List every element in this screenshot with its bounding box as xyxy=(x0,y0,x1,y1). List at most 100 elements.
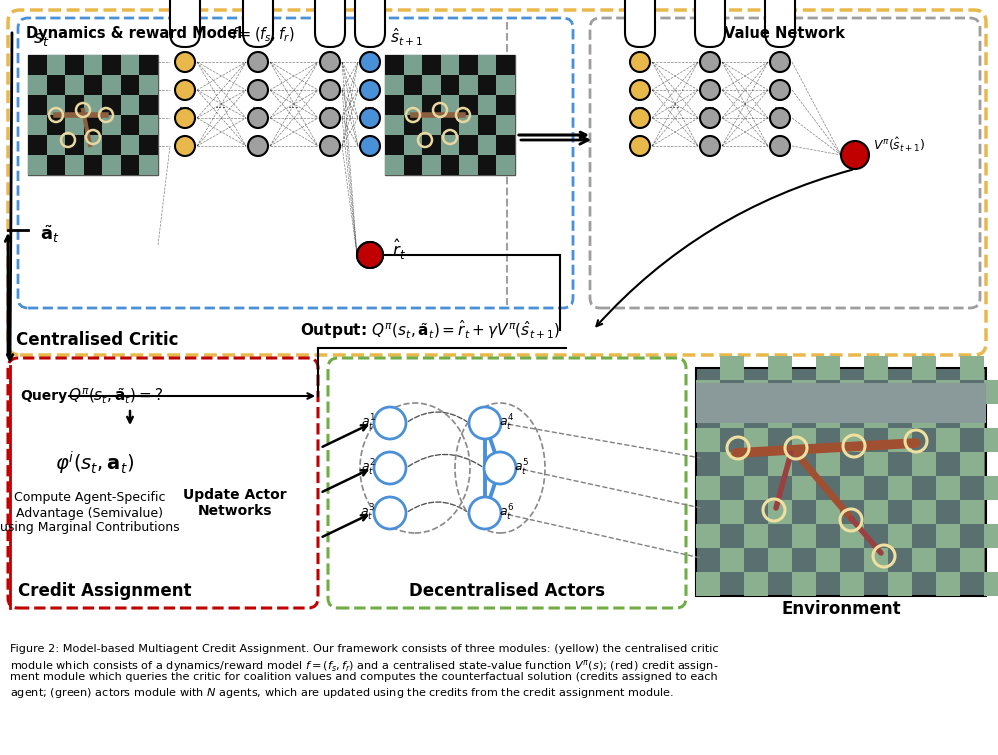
Bar xyxy=(768,452,792,476)
Text: ...: ... xyxy=(288,97,300,110)
Bar xyxy=(960,452,984,476)
Circle shape xyxy=(374,452,406,484)
Text: Query: Query xyxy=(20,389,67,403)
Bar xyxy=(385,55,515,175)
Circle shape xyxy=(700,136,720,156)
Bar xyxy=(140,155,158,175)
Circle shape xyxy=(469,497,501,529)
Bar xyxy=(792,428,816,452)
FancyBboxPatch shape xyxy=(625,0,655,47)
Text: $a_t^4$: $a_t^4$ xyxy=(499,413,515,433)
Bar xyxy=(28,95,47,115)
Circle shape xyxy=(360,52,380,72)
Bar xyxy=(385,55,403,75)
Text: $\varphi^i(s_t, \mathbf{a}_t)$: $\varphi^i(s_t, \mathbf{a}_t)$ xyxy=(55,449,134,476)
Text: $f = (f_s, f_r)$: $f = (f_s, f_r)$ xyxy=(231,26,294,45)
Bar xyxy=(864,404,888,428)
Bar xyxy=(912,500,936,524)
Bar xyxy=(912,548,936,572)
Bar xyxy=(65,115,84,135)
Text: ...: ... xyxy=(634,97,646,110)
Text: $\tilde{\mathbf{a}}_t$: $\tilde{\mathbf{a}}_t$ xyxy=(40,223,60,245)
Bar xyxy=(744,572,768,596)
Bar xyxy=(441,75,459,95)
Circle shape xyxy=(374,497,406,529)
Text: Output: $Q^{\pi}(s_t, \tilde{\mathbf{a}}_t) = \hat{r}_t + \gamma V^{\pi}(\hat{s}: Output: $Q^{\pi}(s_t, \tilde{\mathbf{a}}… xyxy=(300,319,560,341)
Text: $V^{\pi}(\hat{s}_{t+1})$: $V^{\pi}(\hat{s}_{t+1})$ xyxy=(873,136,925,154)
FancyBboxPatch shape xyxy=(765,0,795,47)
Bar xyxy=(696,380,720,404)
Bar xyxy=(385,155,403,175)
Bar xyxy=(888,524,912,548)
Bar xyxy=(696,383,986,423)
Bar xyxy=(984,572,998,596)
Bar xyxy=(47,55,65,75)
Bar xyxy=(441,95,459,115)
Circle shape xyxy=(700,108,720,128)
Bar xyxy=(936,476,960,500)
Text: ...: ... xyxy=(669,97,681,110)
Bar xyxy=(936,428,960,452)
Text: Value Network: Value Network xyxy=(725,26,845,41)
Bar xyxy=(47,155,65,175)
Bar xyxy=(84,95,102,115)
Bar xyxy=(912,452,936,476)
Bar xyxy=(385,95,403,115)
Text: $a_t^1$: $a_t^1$ xyxy=(360,413,375,433)
Bar xyxy=(140,55,158,75)
Bar xyxy=(28,75,47,95)
Bar xyxy=(744,428,768,452)
Bar xyxy=(121,95,140,115)
Bar xyxy=(696,476,720,500)
Bar xyxy=(720,404,744,428)
Circle shape xyxy=(770,80,790,100)
Bar xyxy=(816,548,840,572)
Circle shape xyxy=(320,52,340,72)
Text: Dynamics & reward Model: Dynamics & reward Model xyxy=(26,26,243,41)
Circle shape xyxy=(320,136,340,156)
Bar xyxy=(140,115,158,135)
Bar xyxy=(102,55,121,75)
Bar xyxy=(140,75,158,95)
Bar xyxy=(422,55,441,75)
FancyBboxPatch shape xyxy=(695,0,725,47)
Bar xyxy=(816,452,840,476)
Bar xyxy=(28,55,158,175)
Circle shape xyxy=(357,242,383,268)
Circle shape xyxy=(360,80,380,100)
Bar xyxy=(984,428,998,452)
Text: agent; (green) actors module with $N$ agents, which are updated using the credit: agent; (green) actors module with $N$ ag… xyxy=(10,686,675,700)
Bar xyxy=(984,476,998,500)
Bar xyxy=(102,135,121,155)
Bar xyxy=(840,380,864,404)
Bar xyxy=(768,356,792,380)
Bar xyxy=(960,500,984,524)
Circle shape xyxy=(630,108,650,128)
Bar xyxy=(888,380,912,404)
Circle shape xyxy=(175,108,195,128)
Bar xyxy=(816,356,840,380)
Bar xyxy=(47,115,65,135)
Bar xyxy=(422,75,441,95)
Circle shape xyxy=(374,407,406,439)
Bar xyxy=(65,95,84,115)
Bar xyxy=(840,572,864,596)
Text: ment module which queries the critic for coalition values and computes the count: ment module which queries the critic for… xyxy=(10,672,718,682)
Bar xyxy=(385,75,403,95)
Bar xyxy=(912,356,936,380)
Bar xyxy=(28,55,47,75)
Bar xyxy=(478,155,496,175)
Circle shape xyxy=(770,136,790,156)
Bar xyxy=(816,500,840,524)
Bar xyxy=(720,548,744,572)
Bar xyxy=(478,75,496,95)
Bar xyxy=(84,135,102,155)
Bar xyxy=(459,75,478,95)
Bar xyxy=(65,55,84,75)
Text: $\hat{r}_t$: $\hat{r}_t$ xyxy=(392,237,406,262)
Bar xyxy=(496,95,515,115)
Bar xyxy=(47,95,65,115)
Bar xyxy=(496,155,515,175)
Bar xyxy=(840,476,864,500)
Bar xyxy=(121,135,140,155)
